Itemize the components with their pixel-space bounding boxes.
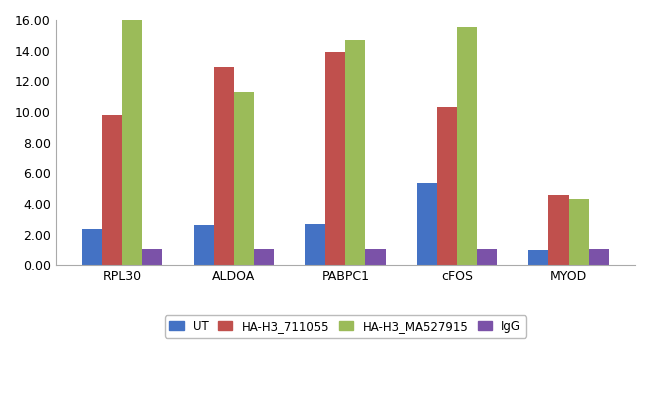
Bar <box>254 249 274 265</box>
Bar <box>528 250 549 265</box>
Bar <box>214 67 234 265</box>
Bar <box>437 107 457 265</box>
Bar <box>234 92 254 265</box>
Bar <box>142 249 162 265</box>
Bar <box>365 249 385 265</box>
Bar <box>102 115 122 265</box>
Bar <box>569 199 589 265</box>
Bar <box>457 27 477 265</box>
Bar <box>122 20 142 265</box>
Legend: UT, HA-H3_711055, HA-H3_MA527915, IgG: UT, HA-H3_711055, HA-H3_MA527915, IgG <box>164 315 526 338</box>
Bar <box>417 183 437 265</box>
Bar <box>589 249 608 265</box>
Bar <box>477 249 497 265</box>
Bar <box>82 229 102 265</box>
Bar <box>549 195 569 265</box>
Bar <box>306 224 325 265</box>
Bar <box>345 40 365 265</box>
Bar <box>325 52 345 265</box>
Bar <box>194 225 214 265</box>
